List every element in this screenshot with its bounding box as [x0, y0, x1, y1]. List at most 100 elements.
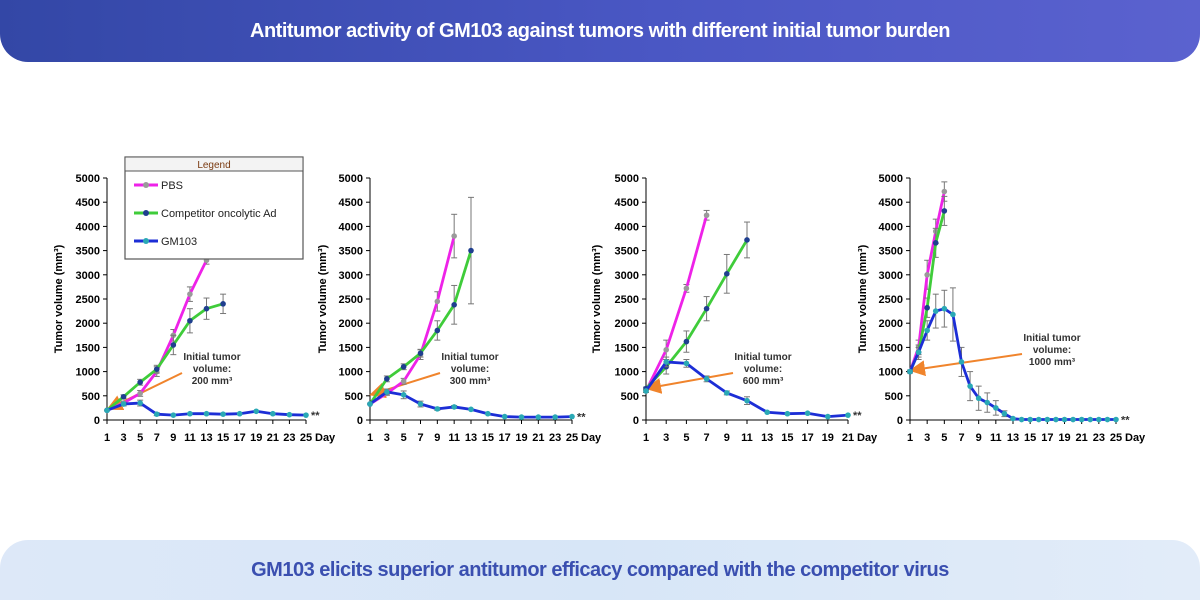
x-axis-title: Day — [581, 432, 602, 444]
data-point — [203, 305, 210, 312]
x-tick-label: 19 — [250, 432, 262, 444]
initial-volume-arrow — [645, 372, 734, 394]
y-tick-label: 2500 — [879, 294, 903, 306]
x-tick-label: 13 — [200, 432, 212, 444]
y-tick-label: 0 — [633, 415, 639, 427]
x-tick-label: 3 — [121, 432, 127, 444]
x-axis-title: Day — [857, 432, 878, 444]
y-tick-label: 4000 — [339, 221, 363, 233]
data-point — [907, 368, 913, 375]
data-point — [1087, 416, 1094, 423]
series-pbs — [367, 213, 458, 407]
series-line — [908, 210, 946, 373]
data-point — [703, 376, 710, 382]
significance-marker: ** — [311, 410, 320, 422]
x-tick-label: 25 — [300, 432, 312, 444]
y-tick-label: 2000 — [339, 318, 363, 330]
data-point — [170, 342, 177, 348]
data-point — [1001, 410, 1008, 417]
data-point — [924, 327, 930, 334]
y-tick-label: 1500 — [339, 342, 363, 354]
data-point — [1044, 416, 1051, 423]
data-point — [187, 291, 193, 297]
x-tick-label: 7 — [958, 432, 964, 444]
data-point — [451, 233, 457, 239]
x-tick-label: 1 — [104, 432, 110, 444]
y-tick-label: 1500 — [76, 342, 100, 354]
series-gm103 — [367, 388, 575, 420]
data-point — [683, 360, 690, 367]
x-tick-label: 13 — [465, 432, 477, 444]
x-tick-label: 11 — [741, 432, 753, 444]
y-tick-label: 3000 — [879, 270, 903, 282]
data-point — [203, 410, 210, 417]
annotation-text: 600 mm³ — [743, 376, 784, 387]
title-banner: Antitumor activity of GM103 against tumo… — [0, 0, 1200, 62]
data-point — [950, 311, 956, 318]
x-tick-label: 1 — [907, 432, 913, 444]
y-tick-label: 500 — [621, 391, 639, 403]
x-tick-label: 13 — [761, 432, 773, 444]
series-line — [908, 307, 1116, 421]
x-tick-label: 5 — [137, 432, 143, 444]
series-line — [908, 191, 946, 373]
data-point — [932, 240, 939, 246]
data-point — [468, 406, 474, 413]
data-point — [137, 400, 143, 406]
y-tick-label: 0 — [897, 415, 903, 427]
data-point — [552, 414, 558, 420]
data-point — [384, 376, 390, 382]
data-point — [1078, 416, 1085, 423]
x-tick-label: 17 — [1041, 432, 1053, 444]
series-competitor-oncolytic-ad — [367, 196, 474, 407]
y-tick-label: 3500 — [339, 246, 363, 258]
y-tick-label: 0 — [94, 415, 100, 427]
y-tick-label: 3000 — [76, 270, 100, 282]
x-tick-label: 9 — [724, 432, 730, 444]
initial-volume-arrow — [909, 353, 1023, 377]
y-tick-label: 4000 — [76, 221, 100, 233]
x-tick-label: 3 — [663, 432, 669, 444]
annotation-text: 1000 mm³ — [1029, 357, 1076, 368]
annotation-text: 300 mm³ — [450, 376, 491, 387]
y-tick-label: 2000 — [615, 318, 639, 330]
annotation-text: volume: — [744, 364, 782, 375]
data-point — [1061, 416, 1068, 423]
data-point — [683, 338, 690, 345]
data-point — [434, 298, 441, 305]
data-point — [825, 413, 831, 420]
data-point — [932, 308, 939, 314]
data-point — [236, 410, 243, 417]
series-competitor-oncolytic-ad — [643, 221, 750, 392]
data-point — [1104, 416, 1111, 423]
series-gm103 — [643, 356, 851, 420]
y-tick-label: 1500 — [615, 342, 639, 354]
data-point — [663, 359, 669, 365]
data-point — [137, 390, 143, 397]
y-tick-label: 5000 — [879, 173, 903, 185]
data-point — [1018, 416, 1025, 423]
x-tick-label: 21 — [842, 432, 854, 444]
x-tick-label: 17 — [499, 432, 511, 444]
data-point — [153, 411, 160, 417]
data-point — [569, 413, 575, 420]
legend-header — [124, 156, 304, 172]
data-point — [170, 412, 177, 418]
y-tick-label: 3500 — [615, 246, 639, 258]
series-gm103 — [104, 399, 309, 418]
data-point — [941, 188, 948, 195]
data-point — [683, 285, 690, 292]
x-tick-label: 9 — [170, 432, 176, 444]
y-axis-title: Tumor volume (mm³) — [317, 244, 329, 353]
data-point — [845, 412, 851, 418]
x-tick-label: 9 — [434, 432, 440, 444]
y-tick-label: 1000 — [339, 367, 363, 379]
x-tick-label: 11 — [448, 432, 460, 444]
y-tick-label: 3000 — [339, 270, 363, 282]
annotation-text: volume: — [193, 364, 231, 375]
y-tick-label: 2000 — [879, 318, 903, 330]
legend-swatch-marker — [143, 210, 149, 216]
x-tick-label: 23 — [283, 432, 295, 444]
data-point — [941, 305, 948, 312]
x-tick-label: 13 — [1007, 432, 1019, 444]
